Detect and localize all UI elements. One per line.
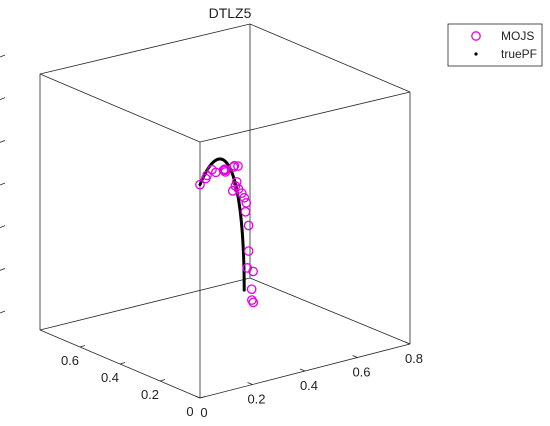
mojs-point <box>236 188 247 199</box>
y-tick-label: 0.8 <box>405 351 423 366</box>
mojs-point <box>228 162 239 172</box>
legend-mojs-marker <box>471 31 481 41</box>
mojs-point <box>246 284 257 295</box>
legend-truepf-marker <box>474 52 478 56</box>
mojs-point <box>243 246 254 256</box>
y-tick-mark <box>352 355 358 358</box>
y-tick-mark <box>299 368 306 372</box>
box-edge-front-top-left <box>39 73 201 143</box>
x-tick-label: 0 <box>186 404 193 419</box>
z-tick-mark <box>0 97 6 101</box>
legend-box <box>447 23 543 67</box>
y-tick-mark <box>404 341 411 345</box>
y-tick-label: 0.4 <box>300 378 318 393</box>
legend: MOJS truePF <box>447 23 543 67</box>
z-tick-mark <box>0 182 6 186</box>
box-edge-back-bottom-left <box>39 277 251 331</box>
box-edge-front-top-right <box>199 91 411 143</box>
mojs-point <box>195 179 205 190</box>
mojs-point <box>230 181 241 191</box>
mojs-point <box>218 165 229 175</box>
y-tick-label: 0.2 <box>247 392 265 407</box>
z-tick-mark <box>0 139 6 143</box>
z-tick-mark <box>0 225 6 229</box>
x-tick-mark <box>199 396 206 399</box>
y-tick-mark <box>194 395 201 399</box>
x-tick-mark <box>159 379 166 382</box>
mojs-point <box>248 297 259 308</box>
x-tick-mark <box>79 345 86 348</box>
mojs-point <box>240 206 251 217</box>
mojs-point <box>241 198 252 208</box>
mojs-points <box>195 160 259 308</box>
box-edge-back-bottom-right <box>249 277 411 345</box>
x-tick-label: 0.4 <box>101 370 119 385</box>
z-tick-mark <box>0 267 6 271</box>
mojs-point <box>248 266 258 277</box>
z-tick-mark <box>0 310 6 314</box>
y-tick-label: 0.6 <box>352 365 370 380</box>
x-tick-label: 0.6 <box>61 353 79 368</box>
legend-mojs-label: MOJS <box>501 29 534 43</box>
mojs-point <box>229 160 240 171</box>
truepf-curve <box>198 157 246 292</box>
chart-title: DTLZ5 <box>209 5 252 21</box>
box-edge-back-top-right <box>249 23 411 93</box>
mojs-point <box>220 167 231 177</box>
y-tick-label: 0 <box>200 405 207 420</box>
mojs-point <box>243 220 254 231</box>
mojs-point <box>231 177 242 187</box>
mojs-point <box>247 295 257 305</box>
x-tick-label: 0.2 <box>141 387 159 402</box>
mojs-point <box>227 186 238 196</box>
box-edge-back-top-left <box>39 23 251 75</box>
z-tick-mark <box>0 54 6 58</box>
mojs-point <box>239 192 250 203</box>
axis-ticks: 00.20.40.60.811.200.20.40.600.20.40.60.8 <box>0 54 423 420</box>
mojs-point <box>202 170 212 181</box>
mojs-point <box>233 161 243 171</box>
legend-truepf-label: truePF <box>501 47 537 61</box>
axes-box <box>39 23 411 399</box>
truepf-line <box>198 157 246 292</box>
x-tick-mark <box>119 362 126 365</box>
y-tick-mark <box>247 382 253 385</box>
